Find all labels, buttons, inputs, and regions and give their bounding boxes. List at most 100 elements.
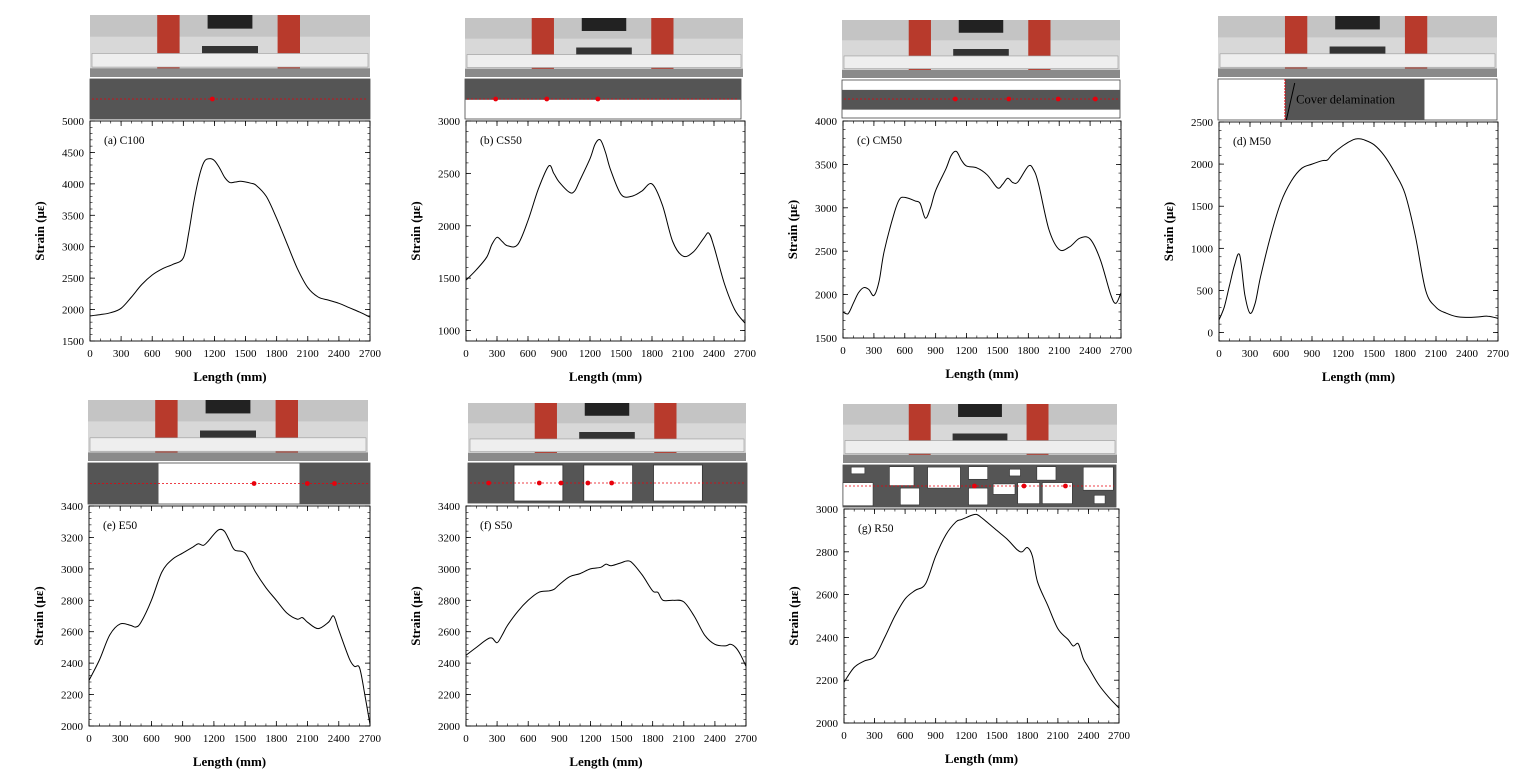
x-axis-label: Length (mm) [569,754,642,769]
spreader-beam [579,432,635,439]
y-tick-label: 2400 [438,658,461,670]
strain-curve-e [88,528,371,725]
y-tick-label: 2600 [816,590,839,602]
panel-g: 0 300 600 900 1200 1500 1800 2100 2400 2700 2000 22… [786,404,1131,766]
y-tick-label: 1500 [1191,201,1214,213]
y-tick-label: 2000 [61,721,84,733]
gauge-marker-2 [304,481,310,486]
x-tick-label: 1200 [579,733,602,745]
y-tick-label: 2000 [816,718,839,730]
x-tick-label: 300 [489,348,506,360]
gauge-marker-1 [952,96,958,102]
x-tick-label: 1200 [203,348,226,360]
gauge-marker-2 [1021,483,1027,489]
x-tick-label: 2400 [328,733,351,745]
x-tick-label: 2700 [734,348,757,360]
plot-frame-e [88,505,371,727]
x-axis-label: Length (mm) [945,366,1018,381]
x-tick-label: 2700 [1487,348,1510,360]
debonded-patch-3 [927,466,961,489]
gauge-marker-1 [251,481,257,486]
actuator [207,15,253,29]
y-tick-label: 5000 [62,116,85,128]
panel-title-f: (f) S50 [480,520,513,532]
spreader-beam [200,430,256,438]
concrete-beam [843,55,1119,70]
concrete-beam [469,438,745,453]
gauge-marker-3 [595,96,601,102]
x-axis-label: Length (mm) [569,369,642,384]
spreader-beam [952,433,1008,441]
y-tick-label: 3200 [61,532,84,544]
x-tick-label: 600 [520,348,537,360]
x-tick-label: 2700 [1110,345,1133,357]
gauge-marker-2 [544,96,550,102]
x-axis-label: Length (mm) [1322,369,1395,384]
x-tick-label: 2100 [297,348,320,360]
y-tick-label: 1500 [815,333,838,345]
x-tick-label: 2400 [1456,348,1479,360]
gauge-marker-3 [1055,96,1061,102]
plot-frame-g [843,508,1120,724]
x-tick-label: 2700 [735,733,758,745]
x-tick-label: 1500 [610,348,633,360]
y-tick-label: 3000 [61,564,84,576]
panel-title-b: (b) CS50 [480,135,522,147]
y-tick-label: 2000 [1191,159,1214,171]
x-tick-label: 1800 [1017,345,1040,357]
x-tick-label: 900 [551,348,568,360]
panel-e: 0 300 600 900 1200 1500 1800 2100 2400 2700 2000 22… [31,400,382,769]
x-tick-label: 2100 [297,733,320,745]
panel-c: 0 300 600 900 1200 1500 1800 2100 2400 2700 1500 20… [785,20,1133,381]
x-tick-label: 900 [1304,348,1321,360]
x-tick-label: 2400 [328,348,351,360]
y-tick-label: 2600 [438,627,461,639]
y-tick-label: 2800 [61,595,84,607]
x-tick-label: 900 [175,348,192,360]
x-tick-label: 1800 [641,348,664,360]
delamination-note: Cover delamination [1296,93,1396,107]
debonded-patch-14 [1093,494,1106,504]
x-tick-label: 2700 [1108,730,1131,742]
y-tick-label: 2600 [61,627,84,639]
y-axis-label: Strain (με) [408,201,423,261]
actuator [581,18,627,31]
x-tick-label: 0 [841,730,847,742]
y-tick-label: 2200 [816,675,839,687]
y-axis-label: Strain (με) [1161,202,1176,262]
gauge-marker-2 [536,480,542,486]
gauge-marker-4 [1092,96,1098,102]
x-tick-label: 600 [144,348,161,360]
debonded-patch-9 [900,487,920,506]
actuator [584,403,630,416]
x-tick-label: 2400 [1077,730,1100,742]
gauge-marker-3 [558,480,564,486]
delamination-crack [1285,82,1296,121]
panel-b: 0 300 600 900 1200 1500 1800 2100 2400 2700 1000 15… [408,18,757,384]
spreader-beam [576,47,632,55]
y-tick-label: 1500 [438,273,461,285]
x-tick-label: 300 [866,345,883,357]
x-tick-label: 1800 [265,733,288,745]
y-tick-label: 0 [1208,328,1214,340]
x-tick-label: 900 [174,733,191,745]
cfrp-strip [465,79,741,100]
plot-frame-d [1218,121,1499,342]
x-tick-label: 1200 [203,733,226,745]
y-tick-label: 2000 [62,305,85,317]
y-tick-label: 2200 [438,690,461,702]
x-tick-label: 600 [1273,348,1290,360]
x-tick-label: 1200 [1332,348,1355,360]
photo-floor [90,68,370,77]
x-tick-label: 2100 [1048,345,1071,357]
debonded-patch-2 [889,466,915,486]
strain-curve-c [842,150,1122,315]
delaminated-zone [1284,79,1425,120]
x-tick-label: 1800 [642,733,665,745]
y-axis-label: Strain (με) [408,586,423,646]
plot-frame-a [89,120,371,342]
strain-curve-f [465,560,747,667]
y-axis-label: Strain (με) [785,200,800,260]
gauge-marker-3 [332,481,337,486]
x-tick-label: 0 [87,348,93,360]
